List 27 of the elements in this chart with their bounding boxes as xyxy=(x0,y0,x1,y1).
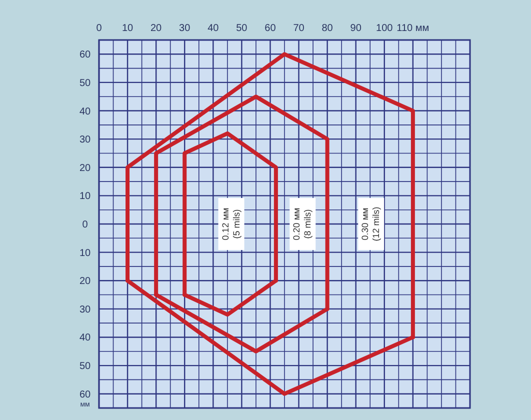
y-tick-label: 50 xyxy=(79,78,91,89)
y-tick-label: 0 xyxy=(82,220,88,230)
x-tick-label: 40 xyxy=(208,23,220,34)
y-tick-label: 40 xyxy=(79,106,91,118)
x-tick-label: 80 xyxy=(322,23,334,34)
annotation: 0.30 мм (12 mils) xyxy=(360,206,382,242)
y-tick-label: 20 xyxy=(79,276,91,288)
x-tick-label: 20 xyxy=(150,23,162,34)
y-tick-label: 50 xyxy=(79,361,91,372)
x-tick-label: 0 xyxy=(96,23,102,34)
x-tick-label: 60 xyxy=(264,23,276,34)
x-tick-label: 50 xyxy=(236,23,248,34)
x-tick-label: 10 xyxy=(122,23,134,34)
y-tick-label: 30 xyxy=(79,304,91,316)
y-tick-label: 40 xyxy=(79,332,91,344)
y-tick-label: 30 xyxy=(79,134,91,146)
annotation: 0.12 мм (5 mils) xyxy=(220,208,242,240)
y-tick-label: 20 xyxy=(79,162,91,174)
y-tick-label: 60 xyxy=(79,50,91,61)
y-tick-label: 10 xyxy=(79,191,91,202)
x-tick-label: 70 xyxy=(293,23,305,34)
x-tick-label: 90 xyxy=(350,23,362,34)
x-tick-label: 100 xyxy=(376,23,394,34)
x-tick-label: 110 мм xyxy=(396,23,430,34)
y-tick-label: 10 xyxy=(79,248,91,259)
annotation: 0.20 мм (8 mils) xyxy=(292,208,313,240)
x-tick-label: 30 xyxy=(179,23,191,34)
